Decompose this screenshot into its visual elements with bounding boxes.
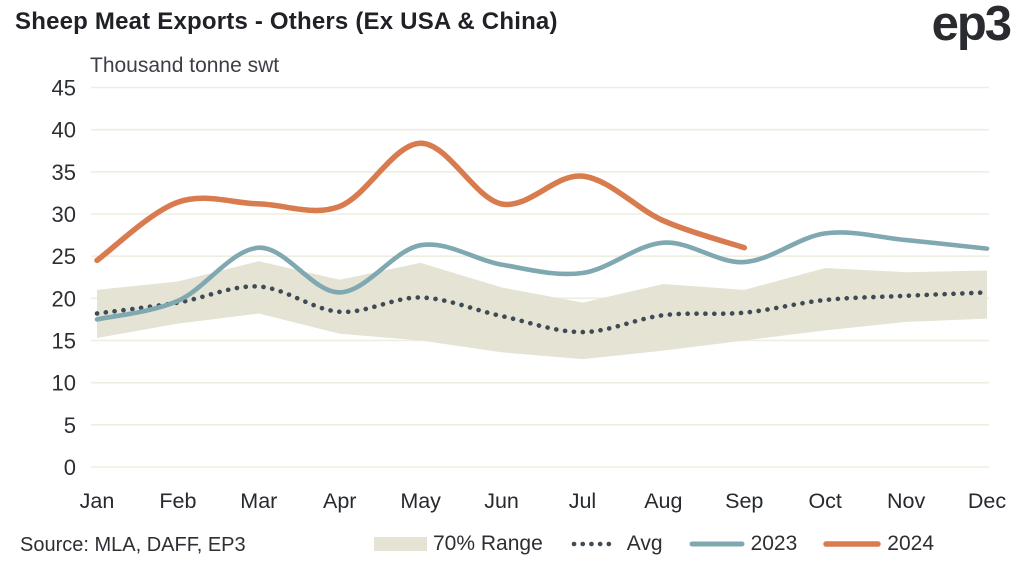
x-tick-label-jan: Jan — [80, 489, 115, 513]
series-line-2023 — [94, 230, 990, 322]
y-tick-label-45: 45 — [52, 76, 76, 101]
x-tick-label-apr: Apr — [323, 489, 356, 513]
x-tick-label-may: May — [400, 489, 441, 513]
x-tick-label-sep: Sep — [725, 489, 763, 513]
x-tick-label-dec: Dec — [968, 489, 1006, 513]
y-tick-label-0: 0 — [64, 455, 76, 480]
y-tick-label-30: 30 — [52, 202, 76, 227]
range-swatch-icon — [374, 537, 427, 551]
x-tick-label-feb: Feb — [159, 489, 196, 513]
x-tick-label-nov: Nov — [887, 489, 925, 513]
y-axis-unit-label: Thousand tonne swt — [90, 54, 280, 77]
legend-label-2023: 2023 — [750, 532, 798, 555]
y-tick-label-5: 5 — [64, 413, 76, 438]
x-tick-label-jul: Jul — [569, 489, 596, 513]
legend-item-avg: Avg — [569, 532, 663, 556]
legend-item-range: 70% Range — [374, 532, 543, 556]
orange-line-swatch-icon — [823, 541, 882, 547]
x-tick-label-jun: Jun — [484, 489, 519, 513]
legend-label-avg: Avg — [626, 532, 663, 555]
legend-label-2024: 2024 — [887, 532, 934, 555]
legend-item-2024: 2024 — [823, 532, 934, 556]
y-tick-label-35: 35 — [52, 160, 76, 185]
series-line-2024 — [94, 140, 748, 264]
dotted-line-swatch-icon — [571, 541, 619, 547]
y-tick-label-25: 25 — [52, 244, 76, 269]
ep3-logo: ep3 — [931, 0, 1012, 51]
source-note: Source: MLA, DAFF, EP3 — [20, 534, 246, 556]
x-tick-label-oct: Oct — [808, 489, 841, 513]
x-tick-label-aug: Aug — [644, 489, 682, 513]
x-tick-label-mar: Mar — [240, 489, 277, 513]
series-line-avg — [94, 284, 990, 335]
teal-line-swatch-icon — [689, 541, 745, 547]
legend: 70% Range Avg 2023 2024 — [374, 530, 934, 558]
y-tick-label-10: 10 — [52, 371, 76, 396]
y-tick-label-40: 40 — [52, 118, 76, 143]
legend-label-range: 70% Range — [433, 532, 543, 555]
y-tick-label-15: 15 — [52, 329, 76, 354]
y-tick-label-20: 20 — [52, 286, 76, 311]
chart-title: Sheep Meat Exports - Others (Ex USA & Ch… — [15, 8, 558, 35]
legend-item-2023: 2023 — [689, 532, 798, 556]
range-band-area — [97, 261, 987, 360]
